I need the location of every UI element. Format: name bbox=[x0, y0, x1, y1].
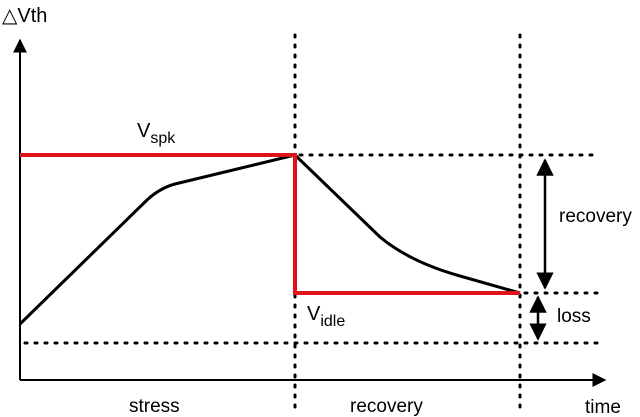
v-idle-label: Vidle bbox=[307, 303, 345, 330]
v-spk-label: Vspk bbox=[137, 120, 176, 147]
y-axis-label: △Vth bbox=[2, 5, 47, 27]
dotted-guides bbox=[23, 33, 602, 412]
recovery-amount-label: recovery bbox=[559, 206, 632, 227]
loss-amount-label: loss bbox=[557, 306, 591, 327]
vth-curve bbox=[18, 153, 521, 326]
delta-symbol: △ bbox=[2, 5, 18, 27]
phase-recovery-label: recovery bbox=[350, 396, 423, 417]
vth-text: Vth bbox=[17, 5, 47, 27]
x-axis-label: time bbox=[585, 397, 621, 417]
stress-level-line bbox=[20, 153, 520, 295]
phase-stress-label: stress bbox=[129, 396, 180, 417]
